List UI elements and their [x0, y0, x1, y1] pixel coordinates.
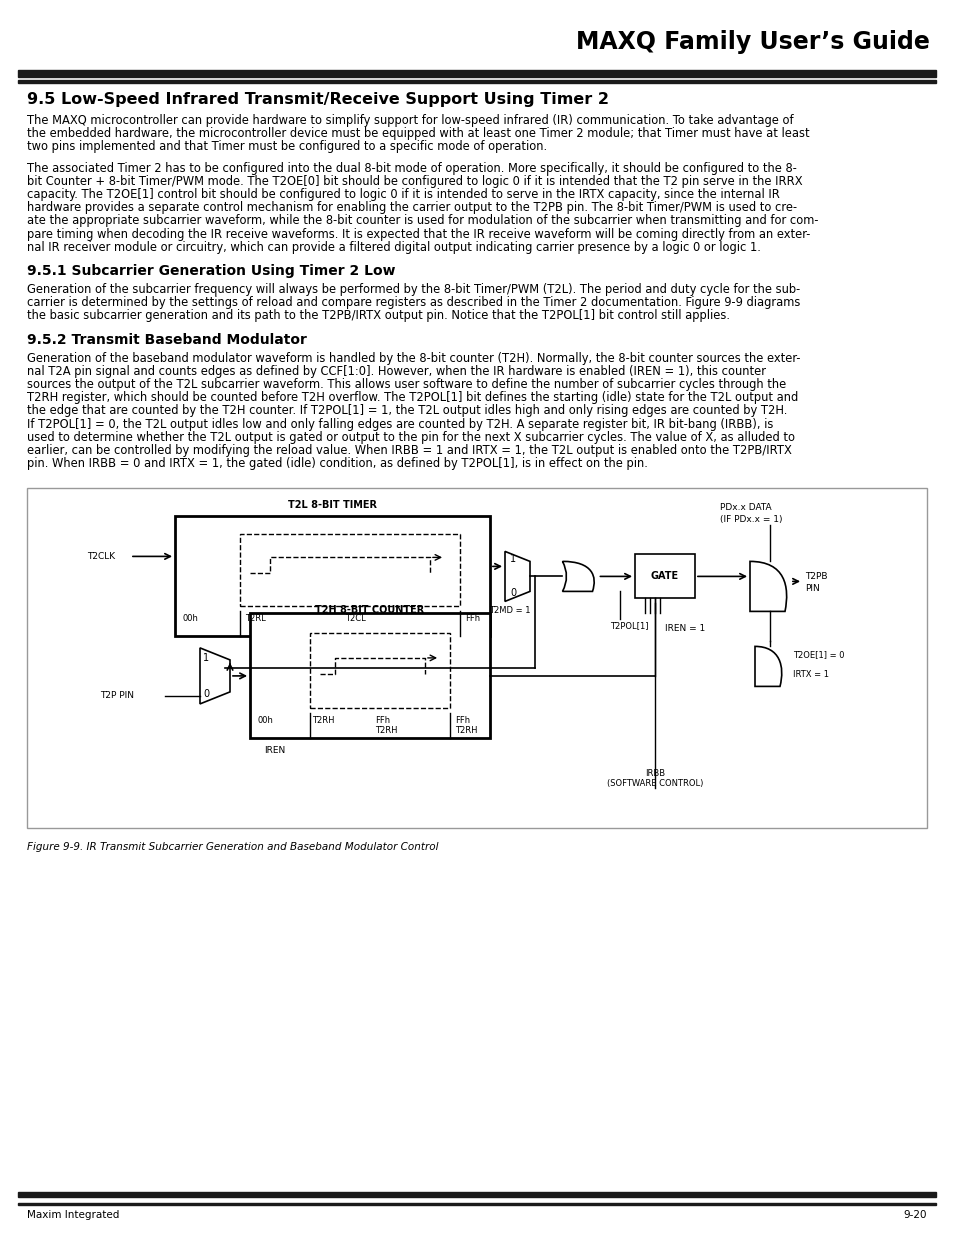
Text: carrier is determined by the settings of reload and compare registers as describ: carrier is determined by the settings of…	[27, 296, 800, 309]
Text: FFh: FFh	[455, 716, 470, 725]
Text: FFh: FFh	[375, 716, 390, 725]
Text: the basic subcarrier generation and its path to the T2PB/IRTX output pin. Notice: the basic subcarrier generation and its …	[27, 310, 729, 322]
Bar	[18, 80, 935, 83]
Text: Generation of the baseband modulator waveform is handled by the 8-bit counter (T: Generation of the baseband modulator wav…	[27, 352, 800, 364]
Bar	[240, 535, 459, 606]
Text: capacity. The T2OE[1] control bit should be configured to logic 0 if it is inten: capacity. The T2OE[1] control bit should…	[27, 188, 779, 201]
Text: 9-20: 9-20	[902, 1210, 926, 1220]
Polygon shape	[504, 551, 530, 601]
PathPatch shape	[754, 646, 781, 687]
PathPatch shape	[562, 562, 594, 592]
Text: T2H 8-BIT COUNTER: T2H 8-BIT COUNTER	[315, 605, 424, 615]
Text: T2P PIN: T2P PIN	[100, 692, 133, 700]
Text: MAXQ Family User’s Guide: MAXQ Family User’s Guide	[576, 30, 929, 54]
Bar	[18, 70, 935, 77]
Text: 0: 0	[510, 588, 516, 599]
Text: T2RH: T2RH	[375, 726, 397, 735]
Text: used to determine whether the T2L output is gated or output to the pin for the n: used to determine whether the T2L output…	[27, 431, 794, 443]
Text: T2RH: T2RH	[455, 726, 477, 735]
Bar	[27, 488, 926, 829]
Bar	[18, 1203, 935, 1205]
Text: T2MD = 1: T2MD = 1	[489, 606, 530, 615]
Text: FFh: FFh	[464, 614, 479, 622]
Bar	[250, 614, 490, 739]
Text: T2PB: T2PB	[804, 572, 826, 580]
Text: 1: 1	[203, 653, 209, 663]
Text: T2L 8-BIT TIMER: T2L 8-BIT TIMER	[288, 500, 376, 510]
Text: two pins implemented and that Timer must be configured to a specific mode of ope: two pins implemented and that Timer must…	[27, 141, 547, 153]
Text: T2RH: T2RH	[312, 716, 335, 725]
Text: IRBB
(SOFTWARE CONTROL): IRBB (SOFTWARE CONTROL)	[606, 769, 702, 788]
Text: T2RL: T2RL	[245, 614, 266, 622]
Text: T2OE[1] = 0: T2OE[1] = 0	[792, 650, 843, 659]
Text: T2POL[1]: T2POL[1]	[609, 621, 648, 630]
Text: hardware provides a separate control mechanism for enabling the carrier output t: hardware provides a separate control mec…	[27, 201, 797, 214]
Text: IRTX = 1: IRTX = 1	[792, 669, 828, 679]
Text: PIN: PIN	[804, 584, 819, 593]
Text: sources the output of the T2L subcarrier waveform. This allows user software to : sources the output of the T2L subcarrier…	[27, 378, 785, 391]
Text: 1: 1	[510, 555, 516, 564]
Text: 0: 0	[203, 689, 209, 699]
Text: The MAXQ microcontroller can provide hardware to simplify support for low-speed : The MAXQ microcontroller can provide har…	[27, 114, 793, 127]
Text: The associated Timer 2 has to be configured into the dual 8-bit mode of operatio: The associated Timer 2 has to be configu…	[27, 162, 796, 174]
Text: Generation of the subcarrier frequency will always be performed by the 8-bit Tim: Generation of the subcarrier frequency w…	[27, 283, 800, 296]
Text: nal T2A pin signal and counts edges as defined by CCF[1:0]. However, when the IR: nal T2A pin signal and counts edges as d…	[27, 364, 765, 378]
Text: T2CL: T2CL	[345, 614, 365, 622]
Text: pin. When IRBB = 0 and IRTX = 1, the gated (idle) condition, as defined by T2POL: pin. When IRBB = 0 and IRTX = 1, the gat…	[27, 457, 647, 471]
Bar	[174, 516, 490, 636]
Text: 9.5 Low-Speed Infrared Transmit/Receive Support Using Timer 2: 9.5 Low-Speed Infrared Transmit/Receive …	[27, 91, 608, 107]
Bar	[635, 555, 695, 599]
Text: nal IR receiver module or circuitry, which can provide a filtered digital output: nal IR receiver module or circuitry, whi…	[27, 241, 760, 254]
Bar	[310, 634, 450, 709]
Text: pare timing when decoding the IR receive waveforms. It is expected that the IR r: pare timing when decoding the IR receive…	[27, 227, 809, 241]
Text: the edge that are counted by the T2H counter. If T2POL[1] = 1, the T2L output id: the edge that are counted by the T2H cou…	[27, 404, 786, 417]
Text: IREN = 1: IREN = 1	[664, 624, 704, 632]
Text: bit Counter + 8-bit Timer/PWM mode. The T2OE[0] bit should be configured to logi: bit Counter + 8-bit Timer/PWM mode. The …	[27, 175, 801, 188]
Text: PDx.x DATA: PDx.x DATA	[720, 504, 771, 513]
Text: GATE: GATE	[650, 572, 679, 582]
Text: 9.5.2 Transmit Baseband Modulator: 9.5.2 Transmit Baseband Modulator	[27, 332, 307, 347]
Polygon shape	[200, 648, 230, 704]
Text: IREN: IREN	[264, 746, 285, 756]
Text: (IF PDx.x = 1): (IF PDx.x = 1)	[720, 515, 781, 525]
Text: ate the appropriate subcarrier waveform, while the 8-bit counter is used for mod: ate the appropriate subcarrier waveform,…	[27, 215, 818, 227]
Text: T2CLK: T2CLK	[87, 552, 115, 561]
Text: 00h: 00h	[183, 614, 198, 622]
Bar	[18, 1192, 935, 1197]
Text: earlier, can be controlled by modifying the reload value. When IRBB = 1 and IRTX: earlier, can be controlled by modifying …	[27, 445, 791, 457]
Text: If T2POL[1] = 0, the T2L output idles low and only falling edges are counted by : If T2POL[1] = 0, the T2L output idles lo…	[27, 417, 773, 431]
Text: Figure 9-9. IR Transmit Subcarrier Generation and Baseband Modulator Control: Figure 9-9. IR Transmit Subcarrier Gener…	[27, 842, 438, 852]
Text: the embedded hardware, the microcontroller device must be equipped with at least: the embedded hardware, the microcontroll…	[27, 127, 809, 141]
Text: Maxim Integrated: Maxim Integrated	[27, 1210, 119, 1220]
Text: T2RH register, which should be counted before T2H overflow. The T2POL[1] bit def: T2RH register, which should be counted b…	[27, 391, 798, 404]
PathPatch shape	[749, 562, 786, 611]
Text: 00h: 00h	[257, 716, 274, 725]
Text: 9.5.1 Subcarrier Generation Using Timer 2 Low: 9.5.1 Subcarrier Generation Using Timer …	[27, 264, 395, 278]
